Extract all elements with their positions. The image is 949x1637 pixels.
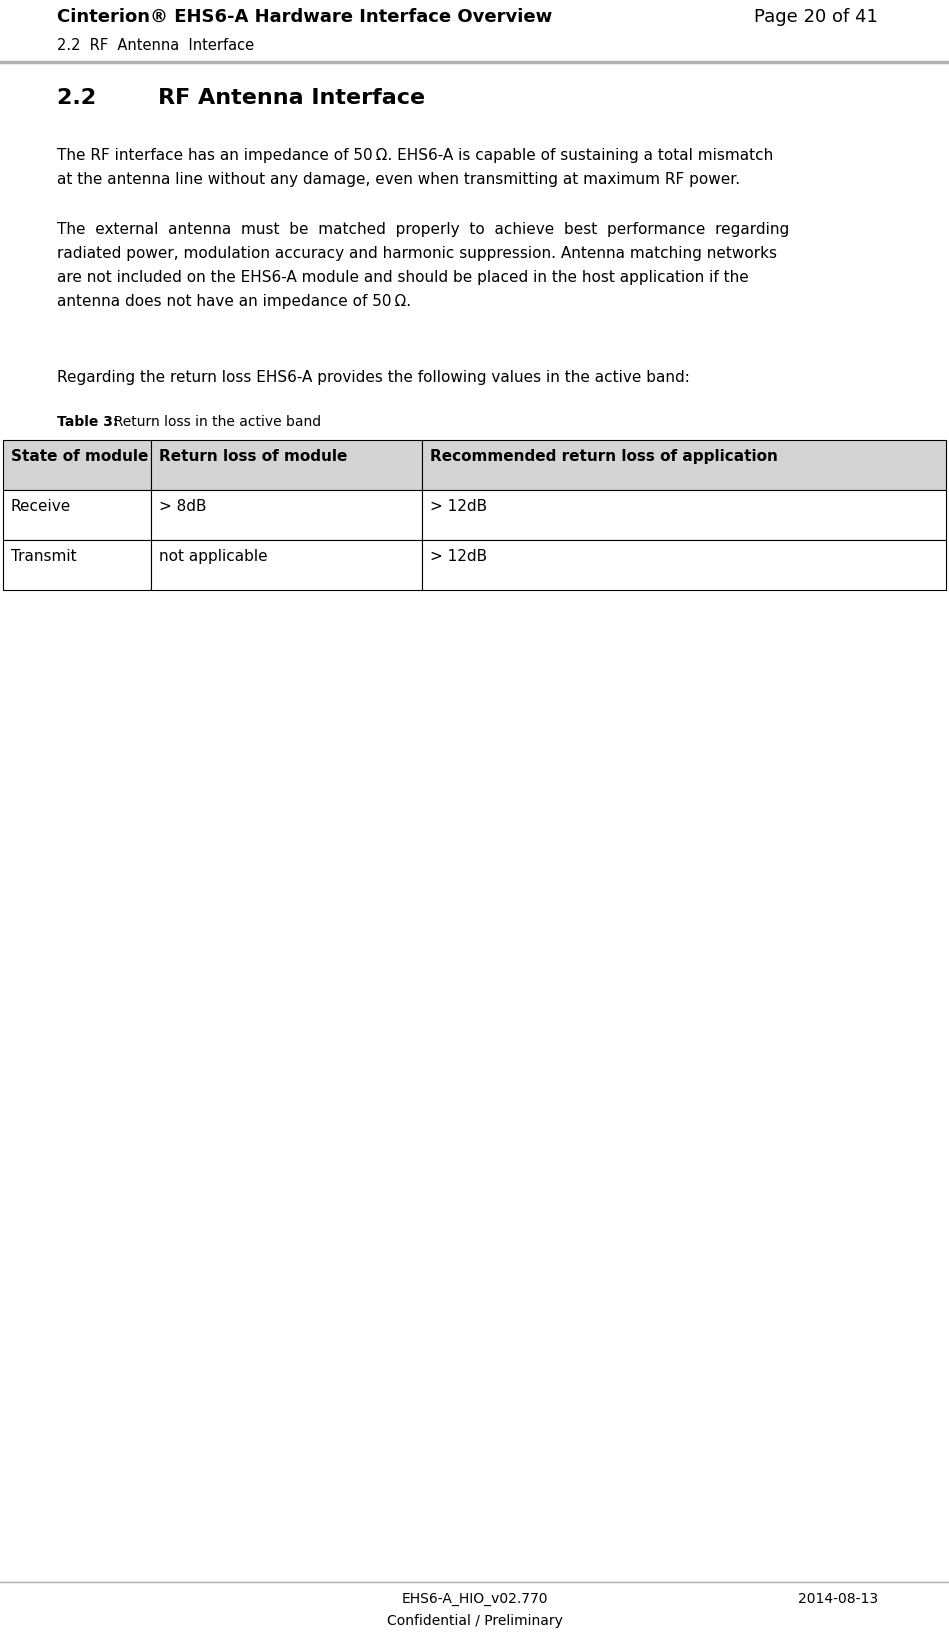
Bar (3, 489, 151, 540)
Text: Recommended return loss of application: Recommended return loss of application (430, 449, 777, 463)
Bar (421, 489, 946, 540)
Bar (3, 540, 151, 589)
Text: Regarding the return loss EHS6-A provides the following values in the active ban: Regarding the return loss EHS6-A provide… (57, 370, 690, 385)
Text: antenna does not have an impedance of 50 Ω.: antenna does not have an impedance of 50… (57, 295, 411, 309)
Text: 2.2        RF Antenna Interface: 2.2 RF Antenna Interface (57, 88, 425, 108)
Bar (3, 440, 151, 489)
Text: The  external  antenna  must  be  matched  properly  to  achieve  best  performa: The external antenna must be matched pro… (57, 223, 790, 237)
Text: Receive: Receive (11, 499, 71, 514)
Text: 2.2  RF  Antenna  Interface: 2.2 RF Antenna Interface (57, 38, 254, 52)
Text: > 8dB: > 8dB (159, 499, 207, 514)
Bar (151, 440, 421, 489)
Bar (151, 489, 421, 540)
Text: 2014-08-13: 2014-08-13 (798, 1593, 878, 1606)
Text: EHS6-A_HIO_v02.770: EHS6-A_HIO_v02.770 (401, 1593, 548, 1606)
Bar (421, 440, 946, 489)
Text: at the antenna line without any damage, even when transmitting at maximum RF pow: at the antenna line without any damage, … (57, 172, 740, 187)
Text: Transmit: Transmit (11, 548, 77, 565)
Text: radiated power, modulation accuracy and harmonic suppression. Antenna matching n: radiated power, modulation accuracy and … (57, 246, 777, 260)
Text: The RF interface has an impedance of 50 Ω. EHS6-A is capable of sustaining a tot: The RF interface has an impedance of 50 … (57, 147, 773, 164)
Text: > 12dB: > 12dB (430, 499, 487, 514)
Text: Confidential / Preliminary: Confidential / Preliminary (386, 1614, 563, 1629)
Text: Page 20 of 41: Page 20 of 41 (754, 8, 878, 26)
Text: Return loss in the active band: Return loss in the active band (105, 416, 321, 429)
Text: are not included on the EHS6-A module and should be placed in the host applicati: are not included on the EHS6-A module an… (57, 270, 749, 285)
Text: not applicable: not applicable (159, 548, 268, 565)
Text: State of module: State of module (11, 449, 148, 463)
Text: Return loss of module: Return loss of module (159, 449, 347, 463)
Text: > 12dB: > 12dB (430, 548, 487, 565)
Text: Cinterion® EHS6-A Hardware Interface Overview: Cinterion® EHS6-A Hardware Interface Ove… (57, 8, 552, 26)
Text: Table 3:: Table 3: (57, 416, 119, 429)
Bar (421, 540, 946, 589)
Bar (151, 540, 421, 589)
